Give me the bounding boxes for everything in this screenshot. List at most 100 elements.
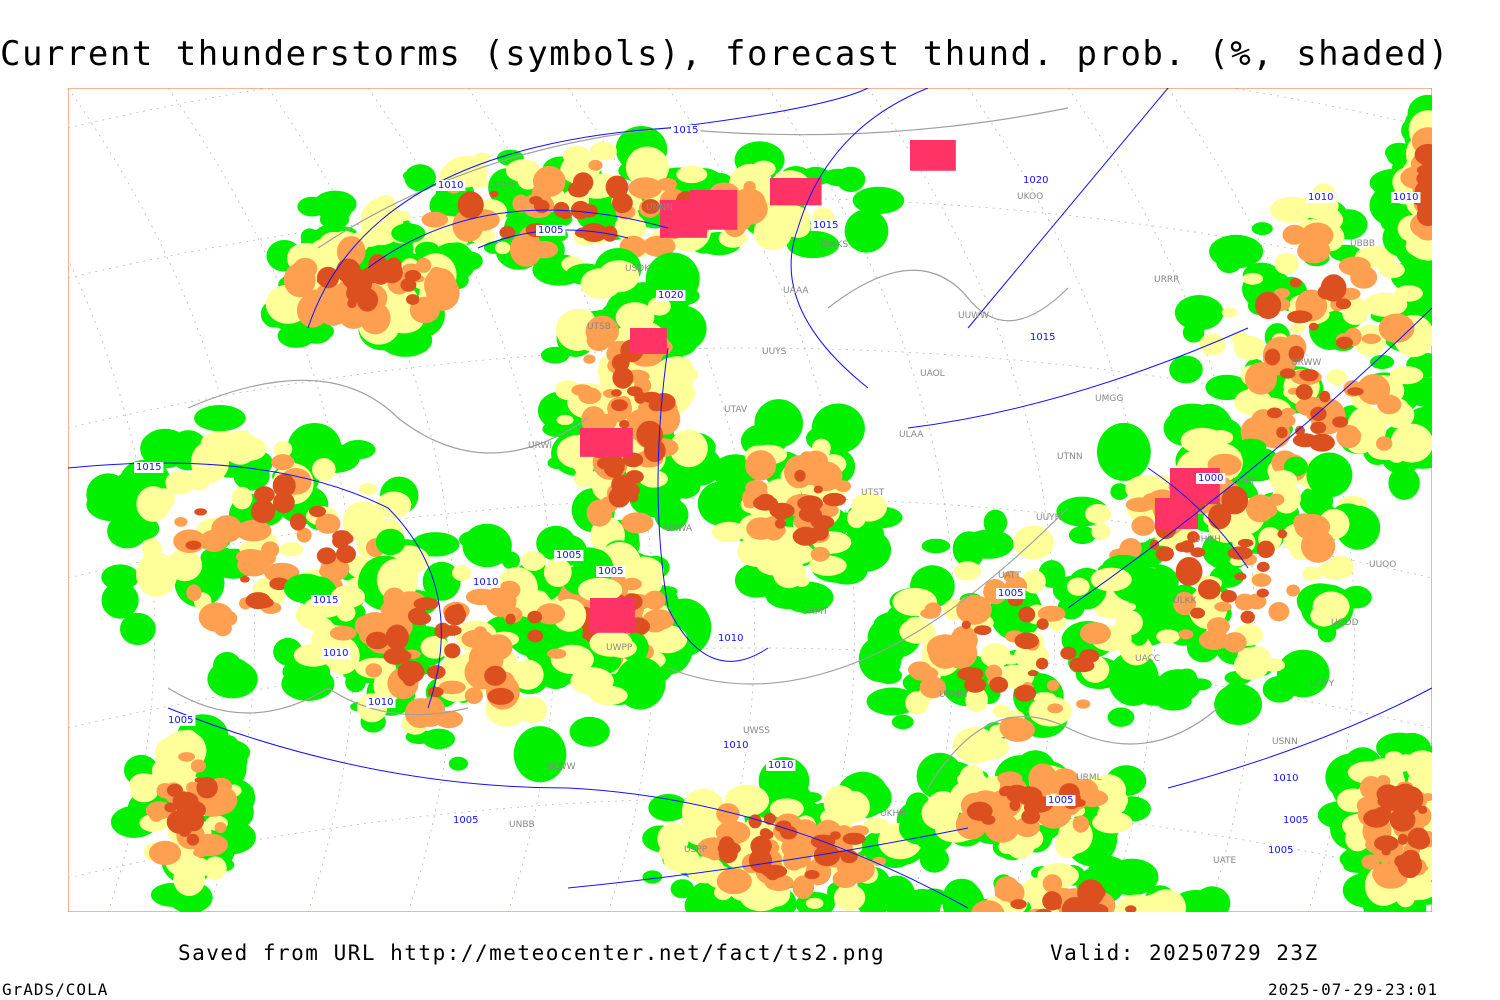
- prob-very-high-area: [643, 439, 666, 463]
- prob-high-area: [1003, 570, 1019, 583]
- prob-mid-area: [273, 441, 293, 458]
- prob-very-high-area: [178, 824, 191, 837]
- station-label: URWW: [1291, 358, 1321, 368]
- isobar: [167, 707, 969, 909]
- prob-very-high-area: [981, 815, 996, 825]
- prob-high-area: [1198, 629, 1230, 650]
- prob-high-area: [908, 661, 932, 679]
- prob-mid-area: [1396, 888, 1415, 908]
- prob-very-high-area: [1061, 897, 1088, 912]
- prob-very-high-area: [1082, 903, 1109, 912]
- prob-very-high-area: [813, 485, 823, 494]
- prob-mid-area: [906, 616, 928, 628]
- prob-very-high-area: [1155, 546, 1174, 562]
- graticule-line: [367, 88, 556, 912]
- prob-very-high-area: [812, 523, 829, 541]
- prob-low-area: [942, 881, 985, 912]
- prob-high-area: [924, 602, 942, 617]
- prob-very-high-area: [444, 643, 461, 659]
- prob-low-area: [89, 485, 142, 513]
- prob-very-high-area: [186, 833, 200, 846]
- isobar-label: 1010: [323, 648, 348, 659]
- station-label: ULWW: [547, 762, 576, 772]
- prob-very-high-area: [484, 665, 507, 686]
- station-label: USDK: [625, 264, 651, 274]
- prob-very-high-area: [989, 676, 1009, 693]
- prob-mid-area: [1146, 889, 1187, 912]
- prob-high-area: [1376, 436, 1393, 451]
- prob-low-area: [1176, 668, 1197, 686]
- prob-very-high-area: [612, 367, 634, 389]
- prob-very-high-area: [794, 529, 812, 539]
- prob-high-area: [581, 406, 607, 434]
- prob-very-high-area: [1401, 849, 1420, 865]
- prob-very-high-area: [289, 513, 307, 531]
- prob-high-area: [583, 354, 596, 364]
- prob-high-area: [1380, 868, 1398, 883]
- station-label: UUYS: [762, 347, 787, 357]
- prob-high-area: [222, 611, 238, 626]
- prob-very-high-area: [763, 830, 774, 840]
- prob-very-high-area: [559, 210, 572, 220]
- prob-low-area: [822, 168, 854, 187]
- prob-low-area: [670, 879, 695, 899]
- prob-mid-area: [625, 146, 670, 189]
- prob-very-high-area: [1014, 684, 1037, 702]
- prob-very-high-area: [527, 610, 543, 624]
- prob-low-area: [1403, 377, 1432, 408]
- prob-mid-area: [1363, 292, 1408, 317]
- prob-high-area: [1245, 494, 1275, 523]
- isobar-label: 1010: [368, 697, 393, 708]
- station-label: URMT: [802, 607, 829, 617]
- prob-mid-area: [1091, 523, 1111, 541]
- isobar-label-bg: [321, 648, 351, 659]
- prob-very-high-area: [822, 492, 847, 507]
- prob-very-high-area: [794, 469, 806, 482]
- thunderstorm-symbol: [630, 328, 667, 354]
- prob-low-area: [955, 540, 984, 568]
- prob-mid-area: [992, 704, 1010, 718]
- station-label: URWI: [528, 441, 552, 451]
- prob-very-high-area: [505, 613, 516, 625]
- prob-high-area: [628, 177, 663, 199]
- prob-very-high-area: [444, 604, 467, 626]
- graticule-line: [1067, 88, 1256, 912]
- prob-very-high-area: [1256, 561, 1270, 572]
- prob-low-area: [891, 714, 914, 730]
- prob-high-area: [1286, 584, 1300, 597]
- prob-low-area: [1262, 676, 1297, 703]
- prob-mid-area: [1342, 303, 1369, 325]
- prob-high-area: [1350, 266, 1378, 289]
- prob-very-high-area: [164, 802, 177, 813]
- station-label: UAAA: [783, 286, 809, 296]
- prob-high-area: [421, 211, 449, 228]
- prob-high-area: [642, 609, 675, 630]
- prob-high-area: [810, 546, 830, 562]
- prob-low-area: [1283, 456, 1308, 477]
- prob-high-area: [365, 663, 383, 678]
- prob-low-area: [658, 586, 678, 597]
- prob-mid-area: [1289, 322, 1306, 335]
- prob-high-area: [872, 856, 887, 866]
- prob-high-area: [235, 519, 272, 542]
- prob-very-high-area: [1396, 794, 1407, 801]
- station-label: UMGG: [1095, 394, 1123, 404]
- prob-very-high-area: [597, 457, 616, 470]
- prob-very-high-area: [1319, 390, 1331, 403]
- prob-low-area: [281, 666, 335, 701]
- prob-mid-area: [659, 843, 680, 861]
- prob-mid-area: [669, 429, 708, 468]
- prob-very-high-area: [1347, 387, 1364, 396]
- saved-from-url: Saved from URL http://meteocenter.net/fa…: [178, 941, 886, 965]
- software-credit: GrADS/COLA: [2, 980, 109, 999]
- prob-very-high-area: [1015, 786, 1043, 805]
- isobar-label: 1005: [998, 588, 1023, 599]
- prob-high-area: [200, 529, 229, 552]
- graticule-line: [467, 88, 656, 912]
- isobar-label-bg: [1306, 192, 1336, 203]
- prob-very-high-area: [395, 646, 406, 657]
- prob-mid-area: [1268, 470, 1297, 490]
- prob-mid-area: [1312, 591, 1350, 622]
- prob-very-high-area: [1288, 345, 1305, 362]
- prob-mid-area: [1396, 754, 1416, 772]
